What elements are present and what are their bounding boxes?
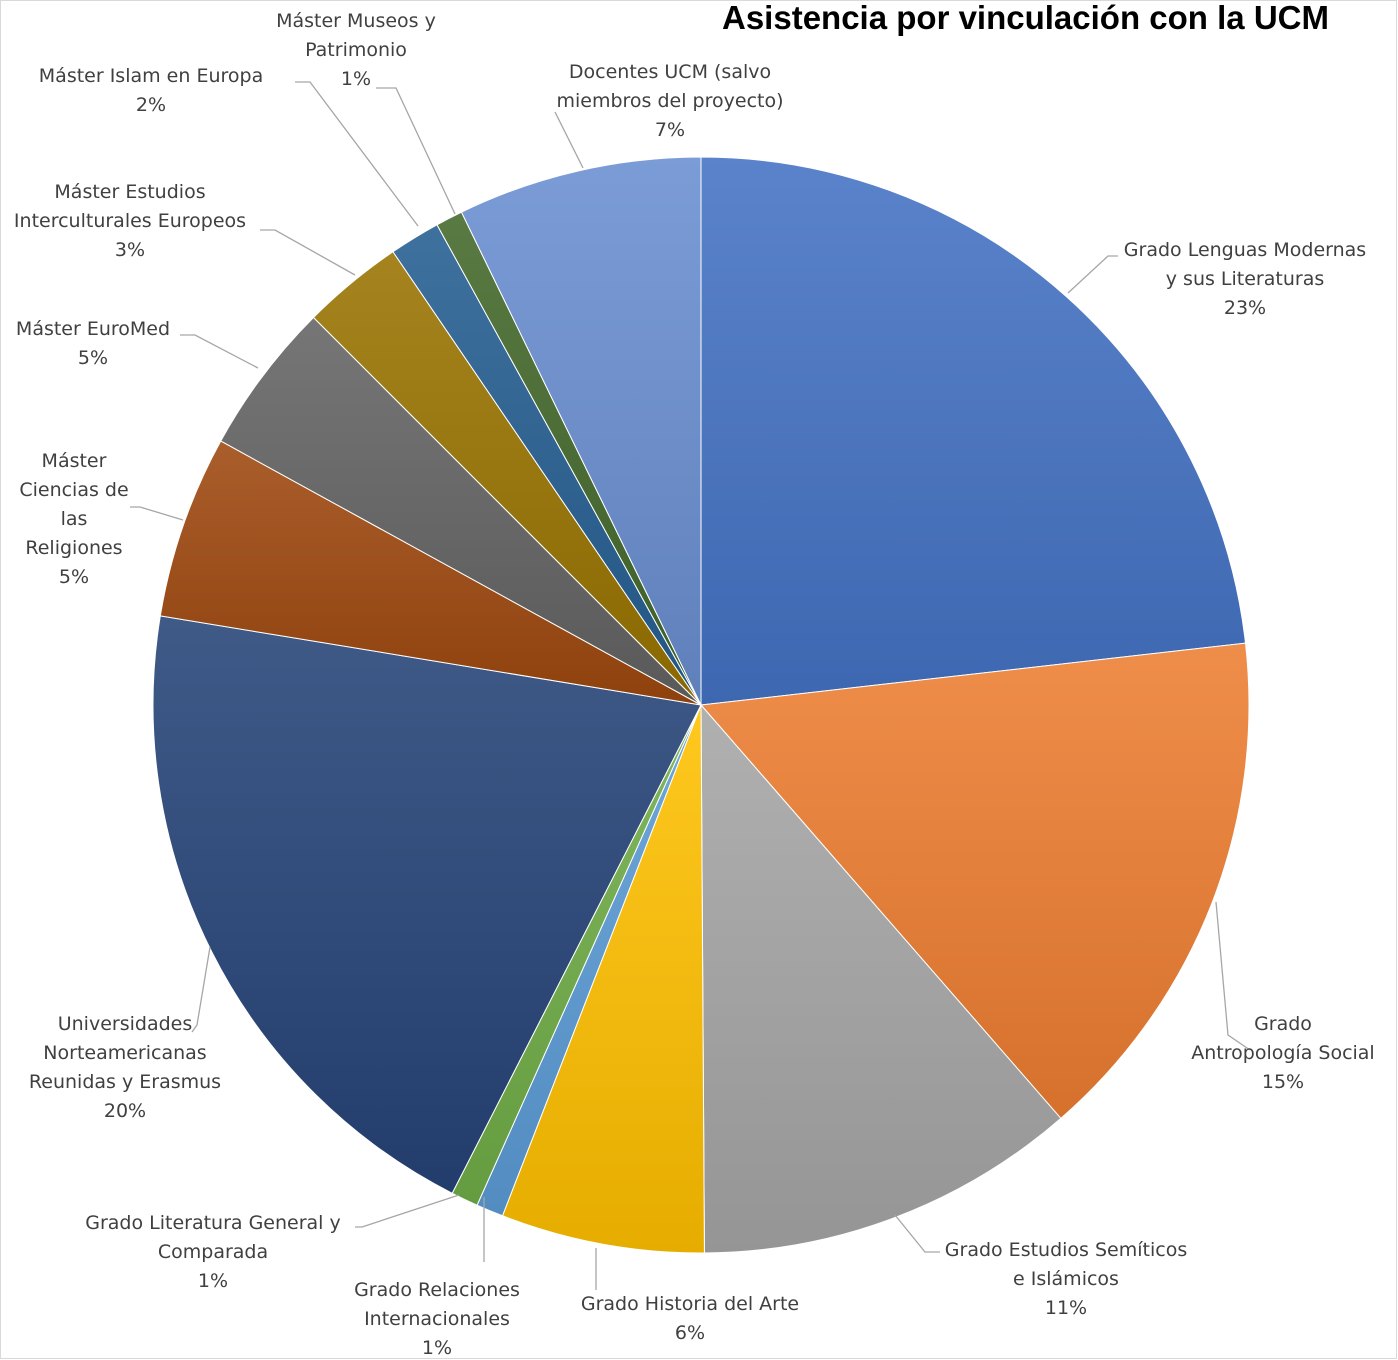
- slice-label-line: Religiones: [25, 537, 122, 559]
- leader-lines: [130, 81, 1251, 1290]
- slice-label-line: miembros del proyecto): [556, 90, 783, 112]
- slice-label-line: Grado Literatura General y: [85, 1212, 341, 1234]
- slice-label-line: Docentes UCM (salvo: [569, 61, 771, 83]
- slice-label-10: Máster Islam en Europa 2%: [39, 65, 263, 116]
- slice-label-line: Comparada: [158, 1241, 268, 1263]
- pie-slice-3: [501, 704, 705, 1254]
- slice-label-4: Grado Relaciones Internacionales 1%: [354, 1279, 520, 1359]
- slice-label-9: Máster Estudios Interculturales Europeos 3…: [14, 181, 246, 261]
- slice-label-line: Máster Estudios: [54, 181, 205, 203]
- leader-line-5: [355, 1194, 460, 1228]
- slice-label-line: las: [61, 508, 88, 530]
- slice-label-1: Grado Antropología Social 15%: [1191, 1013, 1374, 1093]
- slice-percent: 6%: [675, 1322, 705, 1344]
- slice-label-line: Antropología Social: [1191, 1042, 1374, 1064]
- slice-label-line: y sus Literaturas: [1166, 268, 1324, 290]
- slice-label-line: Norteamericanas: [43, 1042, 206, 1064]
- leader-line-12: [554, 111, 584, 169]
- slice-label-line: Grado Historia del Arte: [581, 1293, 799, 1315]
- slice-label-line: Reunidas y Erasmus: [29, 1071, 221, 1093]
- leader-line-7: [130, 506, 184, 521]
- slice-label-line: Máster Islam en Europa: [39, 65, 263, 87]
- chart-title: Asistencia por vinculación con la UCM: [722, 0, 1329, 36]
- leader-line-0: [1067, 255, 1118, 294]
- slice-percent: 11%: [1045, 1297, 1087, 1319]
- slice-labels: Grado Lenguas Modernas y sus Literaturas 2…: [14, 10, 1375, 1359]
- slice-label-line: Máster: [42, 450, 107, 472]
- leader-line-1: [1215, 901, 1251, 1051]
- slice-label-line: Internacionales: [364, 1308, 510, 1330]
- slice-label-line: Grado Relaciones: [354, 1279, 520, 1301]
- leader-line-2: [894, 1214, 940, 1253]
- slice-label-3: Grado Historia del Arte 6%: [581, 1293, 799, 1344]
- pie-slice-12: [460, 156, 702, 706]
- slice-label-line: Ciencias de: [19, 479, 128, 501]
- pie-slices: [152, 156, 1250, 1254]
- leader-line-10: [295, 81, 419, 227]
- slice-label-8: Máster EuroMed 5%: [16, 318, 170, 369]
- slice-percent: 23%: [1224, 297, 1266, 319]
- slice-label-5: Grado Literatura General y Comparada 1%: [85, 1212, 341, 1292]
- slice-label-line: Grado Estudios Semíticos: [945, 1239, 1187, 1261]
- slice-label-line: Patrimonio: [305, 39, 407, 61]
- pie-slice-1: [699, 642, 1250, 1120]
- slice-label-2: Grado Estudios Semíticos e Islámicos 11%: [945, 1239, 1187, 1319]
- slice-percent: 1%: [422, 1337, 452, 1359]
- pie-slice-6: [152, 615, 702, 1194]
- slice-label-line: Máster EuroMed: [16, 318, 170, 340]
- slice-label-7: Máster Ciencias de las Religiones 5%: [19, 450, 128, 588]
- slice-label-0: Grado Lenguas Modernas y sus Literaturas 2…: [1124, 239, 1366, 319]
- pie-slice-7: [159, 440, 702, 706]
- slice-percent: 1%: [341, 68, 371, 90]
- slice-label-line: e Islámicos: [1013, 1268, 1119, 1290]
- slice-percent: 5%: [78, 347, 108, 369]
- slice-label-6: Universidades Norteamericanas Reunidas y E…: [29, 1013, 221, 1122]
- leader-line-11: [376, 87, 456, 215]
- slice-percent: 7%: [655, 119, 685, 141]
- slice-label-line: Universidades: [58, 1013, 193, 1035]
- leader-line-9: [260, 229, 356, 276]
- slice-percent: 15%: [1262, 1071, 1304, 1093]
- pie-slice-2: [700, 703, 1062, 1254]
- slice-percent: 5%: [59, 566, 89, 588]
- slice-percent: 3%: [115, 239, 145, 261]
- slice-label-line: Máster Museos y: [276, 10, 436, 32]
- slice-label-11: Máster Museos y Patrimonio 1%: [276, 10, 436, 90]
- leader-line-8: [180, 334, 259, 369]
- leader-line-6: [191, 946, 211, 1033]
- slice-percent: 20%: [104, 1100, 146, 1122]
- pie-slice-0: [700, 156, 1247, 706]
- slice-percent: 2%: [136, 94, 166, 116]
- slice-label-line: Interculturales Europeos: [14, 210, 246, 232]
- slice-percent: 1%: [198, 1270, 228, 1292]
- slice-label-line: Grado Lenguas Modernas: [1124, 239, 1366, 261]
- slice-label-12: Docentes UCM (salvo miembros del proyecto…: [556, 61, 783, 141]
- slice-label-line: Grado: [1254, 1013, 1312, 1035]
